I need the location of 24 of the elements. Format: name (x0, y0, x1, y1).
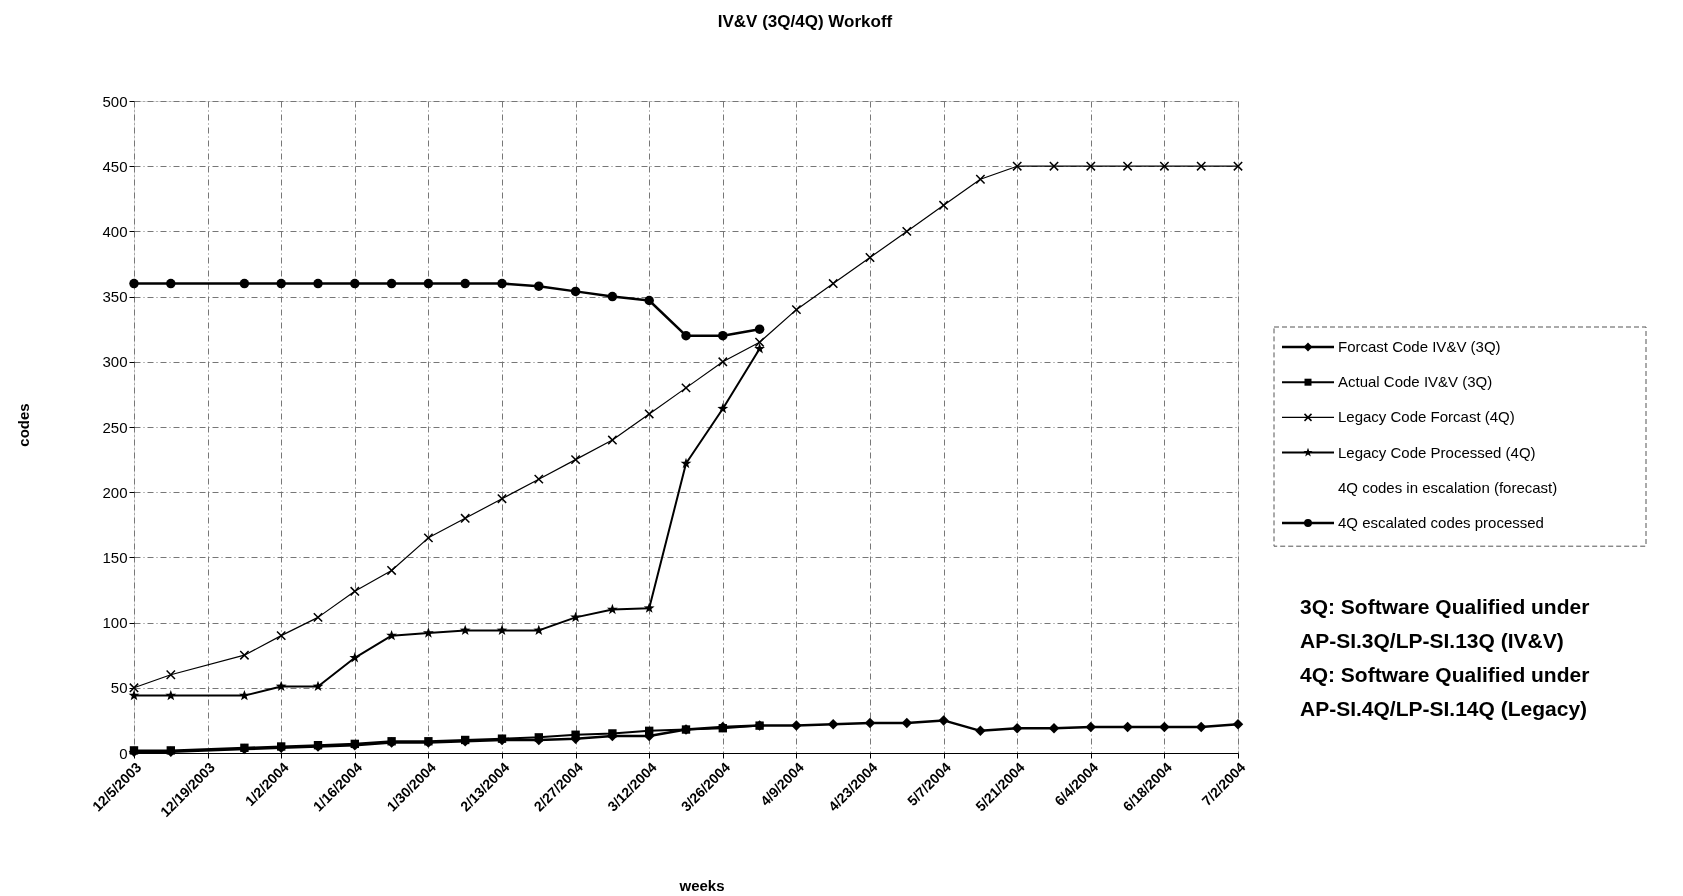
text: 4Q: Software Qualified under (1300, 663, 1590, 686)
chart-title: IV&V (3Q/4Q) Workoff (717, 12, 893, 31)
legend-label: Legacy Code Processed (4Q) (1338, 443, 1536, 461)
legend-label: 4Q escalated codes processed (1338, 514, 1544, 531)
y-tick-label: 200 (102, 483, 128, 501)
legend-label: Actual Code IV&V (3Q) (1338, 373, 1493, 391)
y-tick-label: 300 (102, 353, 128, 371)
text: AP-SI.4Q/LP-SI.14Q (Legacy) (1300, 697, 1588, 720)
text: 4Q codes in escalation (forecast) (1338, 478, 1558, 496)
y-tick-label: 400 (102, 222, 128, 240)
y-tick-label: 250 (102, 418, 128, 436)
y-tick-label: 500 (102, 92, 128, 110)
legend-label: Legacy Code Forcast (4Q) (1338, 408, 1515, 426)
legend-label: Forcast Code IV&V (3Q) (1338, 338, 1501, 355)
y-tick-label: 50 (110, 679, 128, 697)
y-tick-label: 150 (102, 548, 128, 566)
text: 3Q: Software Qualified under (1300, 595, 1590, 618)
y-tick-label: 100 (102, 614, 128, 632)
y-tick-label: 350 (102, 288, 128, 306)
y-tick-label: 0 (119, 744, 128, 762)
text: AP-SI.3Q/LP-SI.13Q (IV&V) (1300, 629, 1564, 652)
x-axis-title: weeks (678, 877, 725, 894)
y-axis-title: codes (15, 403, 32, 447)
y-tick-label: 450 (102, 157, 128, 175)
